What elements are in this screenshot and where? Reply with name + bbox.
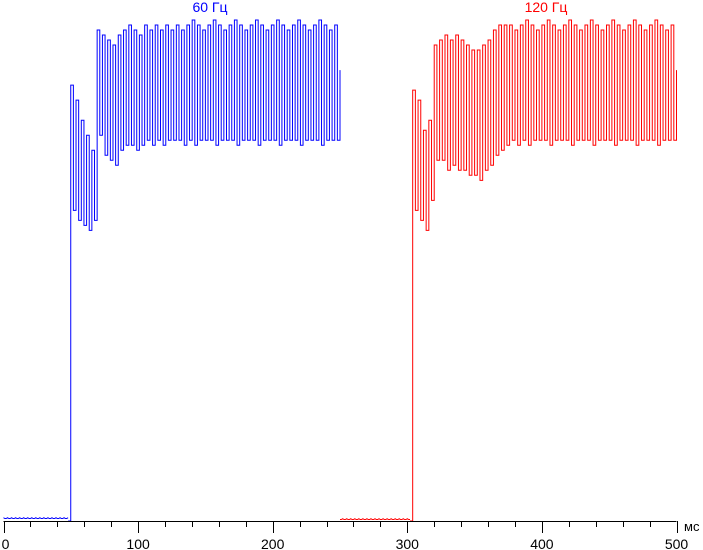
x-axis-ticks: 0 100 200 300 400 500 — [2, 521, 689, 550]
series-baseline-1 — [340, 518, 410, 520]
x-tick-label: 300 — [396, 536, 420, 550]
series-baseline-0 — [3, 517, 69, 519]
series-title-120hz: 120 Гц — [525, 0, 568, 15]
series-layer — [3, 19, 677, 522]
x-tick-label: 500 — [665, 536, 689, 550]
x-tick-label: 100 — [126, 536, 150, 550]
x-axis-label: мс — [684, 519, 700, 534]
x-tick-label: 200 — [261, 536, 285, 550]
series-line-1 — [409, 19, 677, 522]
x-tick-label: 0 — [2, 536, 10, 550]
x-tick-label: 400 — [530, 536, 554, 550]
series-title-60hz: 60 Гц — [192, 0, 227, 15]
series-line-0 — [68, 19, 341, 522]
